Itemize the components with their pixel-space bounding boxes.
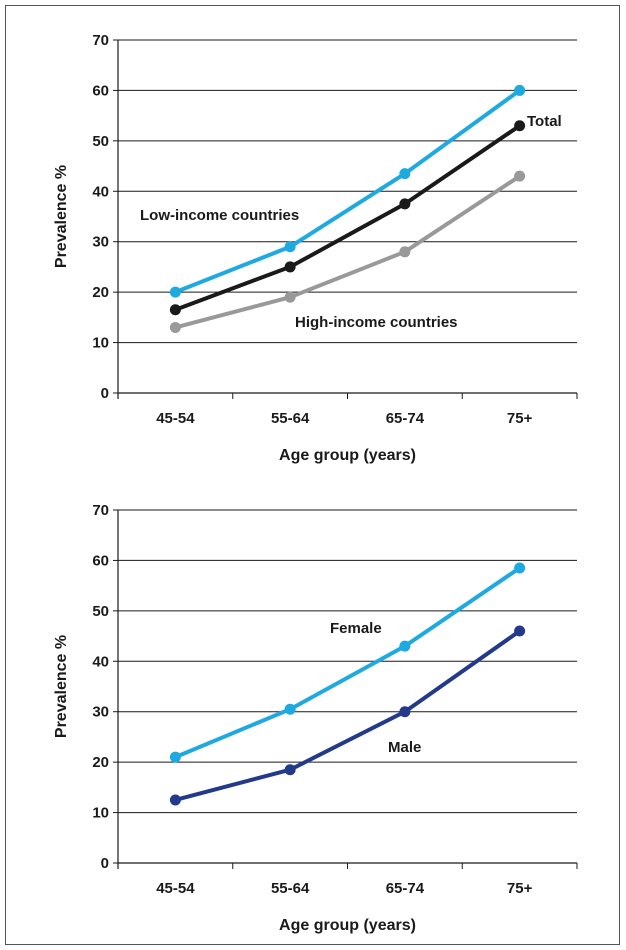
chart1-data-point	[169, 286, 181, 298]
chart2-x-axis-title: Age group (years)	[279, 917, 416, 934]
chart1-x-axis-title: Age group (years)	[279, 447, 416, 464]
chart2-series-label: Male	[388, 739, 421, 756]
chart1-x-tick-label: 45-54	[156, 410, 195, 427]
chart1-x-tick-label: 55-64	[271, 410, 310, 427]
chart1-x-tick-label: 65-74	[386, 410, 425, 427]
chart2-x-tick-label: 55-64	[271, 880, 310, 897]
chart2-data-point	[169, 751, 181, 763]
chart2-y-tick-label: 30	[92, 704, 109, 721]
chart1-data-point	[284, 261, 296, 273]
chart2-y-tick-label: 0	[101, 855, 109, 872]
chart1-data-point	[514, 120, 526, 132]
chart2-data-point	[514, 562, 526, 574]
chart1-y-tick-label: 70	[92, 32, 109, 49]
figure-frame	[5, 5, 620, 945]
chart1-series-label: High-income countries	[295, 314, 458, 331]
chart2-y-tick-label: 60	[92, 552, 109, 569]
chart1-data-point	[399, 168, 411, 180]
chart1-y-tick-label: 20	[92, 284, 109, 301]
chart1-y-tick-label: 10	[92, 335, 109, 352]
chart2-y-tick-label: 40	[92, 653, 109, 670]
chart1-y-tick-label: 60	[92, 82, 109, 99]
chart1-series-line	[174, 88, 521, 295]
chart1-data-point	[514, 84, 526, 96]
chart2-y-axis-title: Prevalence %	[53, 635, 70, 738]
chart1-y-tick-label: 0	[101, 385, 109, 402]
chart-prevalence-by-sex: 0 10 20 30 40 50 60 70 45-54 55-64 65-74 75+ Age gro…	[53, 502, 578, 934]
chart1-data-point	[514, 170, 526, 182]
chart-prevalence-by-income: 0 10 20 30 40 50 60 70 45-54 55-64 65-74 75+ Age gro…	[53, 32, 578, 464]
chart1-x-tick-label: 75+	[507, 410, 533, 427]
chart1-y-axis-title: Prevalence %	[53, 165, 70, 268]
chart1-data-point	[399, 198, 411, 210]
chart2-x-tick-label: 75+	[507, 880, 533, 897]
chart1-data-point	[169, 321, 181, 333]
chart2-y-tick-label: 10	[92, 805, 109, 822]
chart1-data-point	[399, 246, 411, 258]
chart1-series-line	[174, 124, 521, 312]
chart1-series-line	[174, 174, 521, 330]
chart1-y-tick-label: 40	[92, 183, 109, 200]
chart1-data-point	[169, 304, 181, 316]
chart1-y-tick-label: 50	[92, 133, 109, 150]
chart2-y-tick-label: 50	[92, 603, 109, 620]
chart2-x-tick-label: 65-74	[386, 880, 425, 897]
chart2-y-tick-label: 70	[92, 502, 109, 519]
chart1-series-label: Total	[527, 113, 562, 130]
chart2-series-line	[174, 566, 521, 759]
chart2-data-point	[169, 794, 181, 806]
chart2-x-tick-label: 45-54	[156, 880, 195, 897]
chart1-series-label: Low-income countries	[140, 207, 299, 224]
chart2-data-point	[284, 703, 296, 715]
chart2-series-line	[174, 629, 521, 802]
chart1-data-point	[284, 241, 296, 253]
chart2-data-point	[399, 706, 411, 718]
chart2-data-point	[284, 764, 296, 776]
chart2-data-point	[399, 640, 411, 652]
chart2-data-point	[514, 625, 526, 637]
chart2-series-label: Female	[330, 620, 382, 637]
chart1-y-tick-label: 30	[92, 234, 109, 251]
chart2-y-tick-label: 20	[92, 754, 109, 771]
chart1-data-point	[284, 291, 296, 303]
